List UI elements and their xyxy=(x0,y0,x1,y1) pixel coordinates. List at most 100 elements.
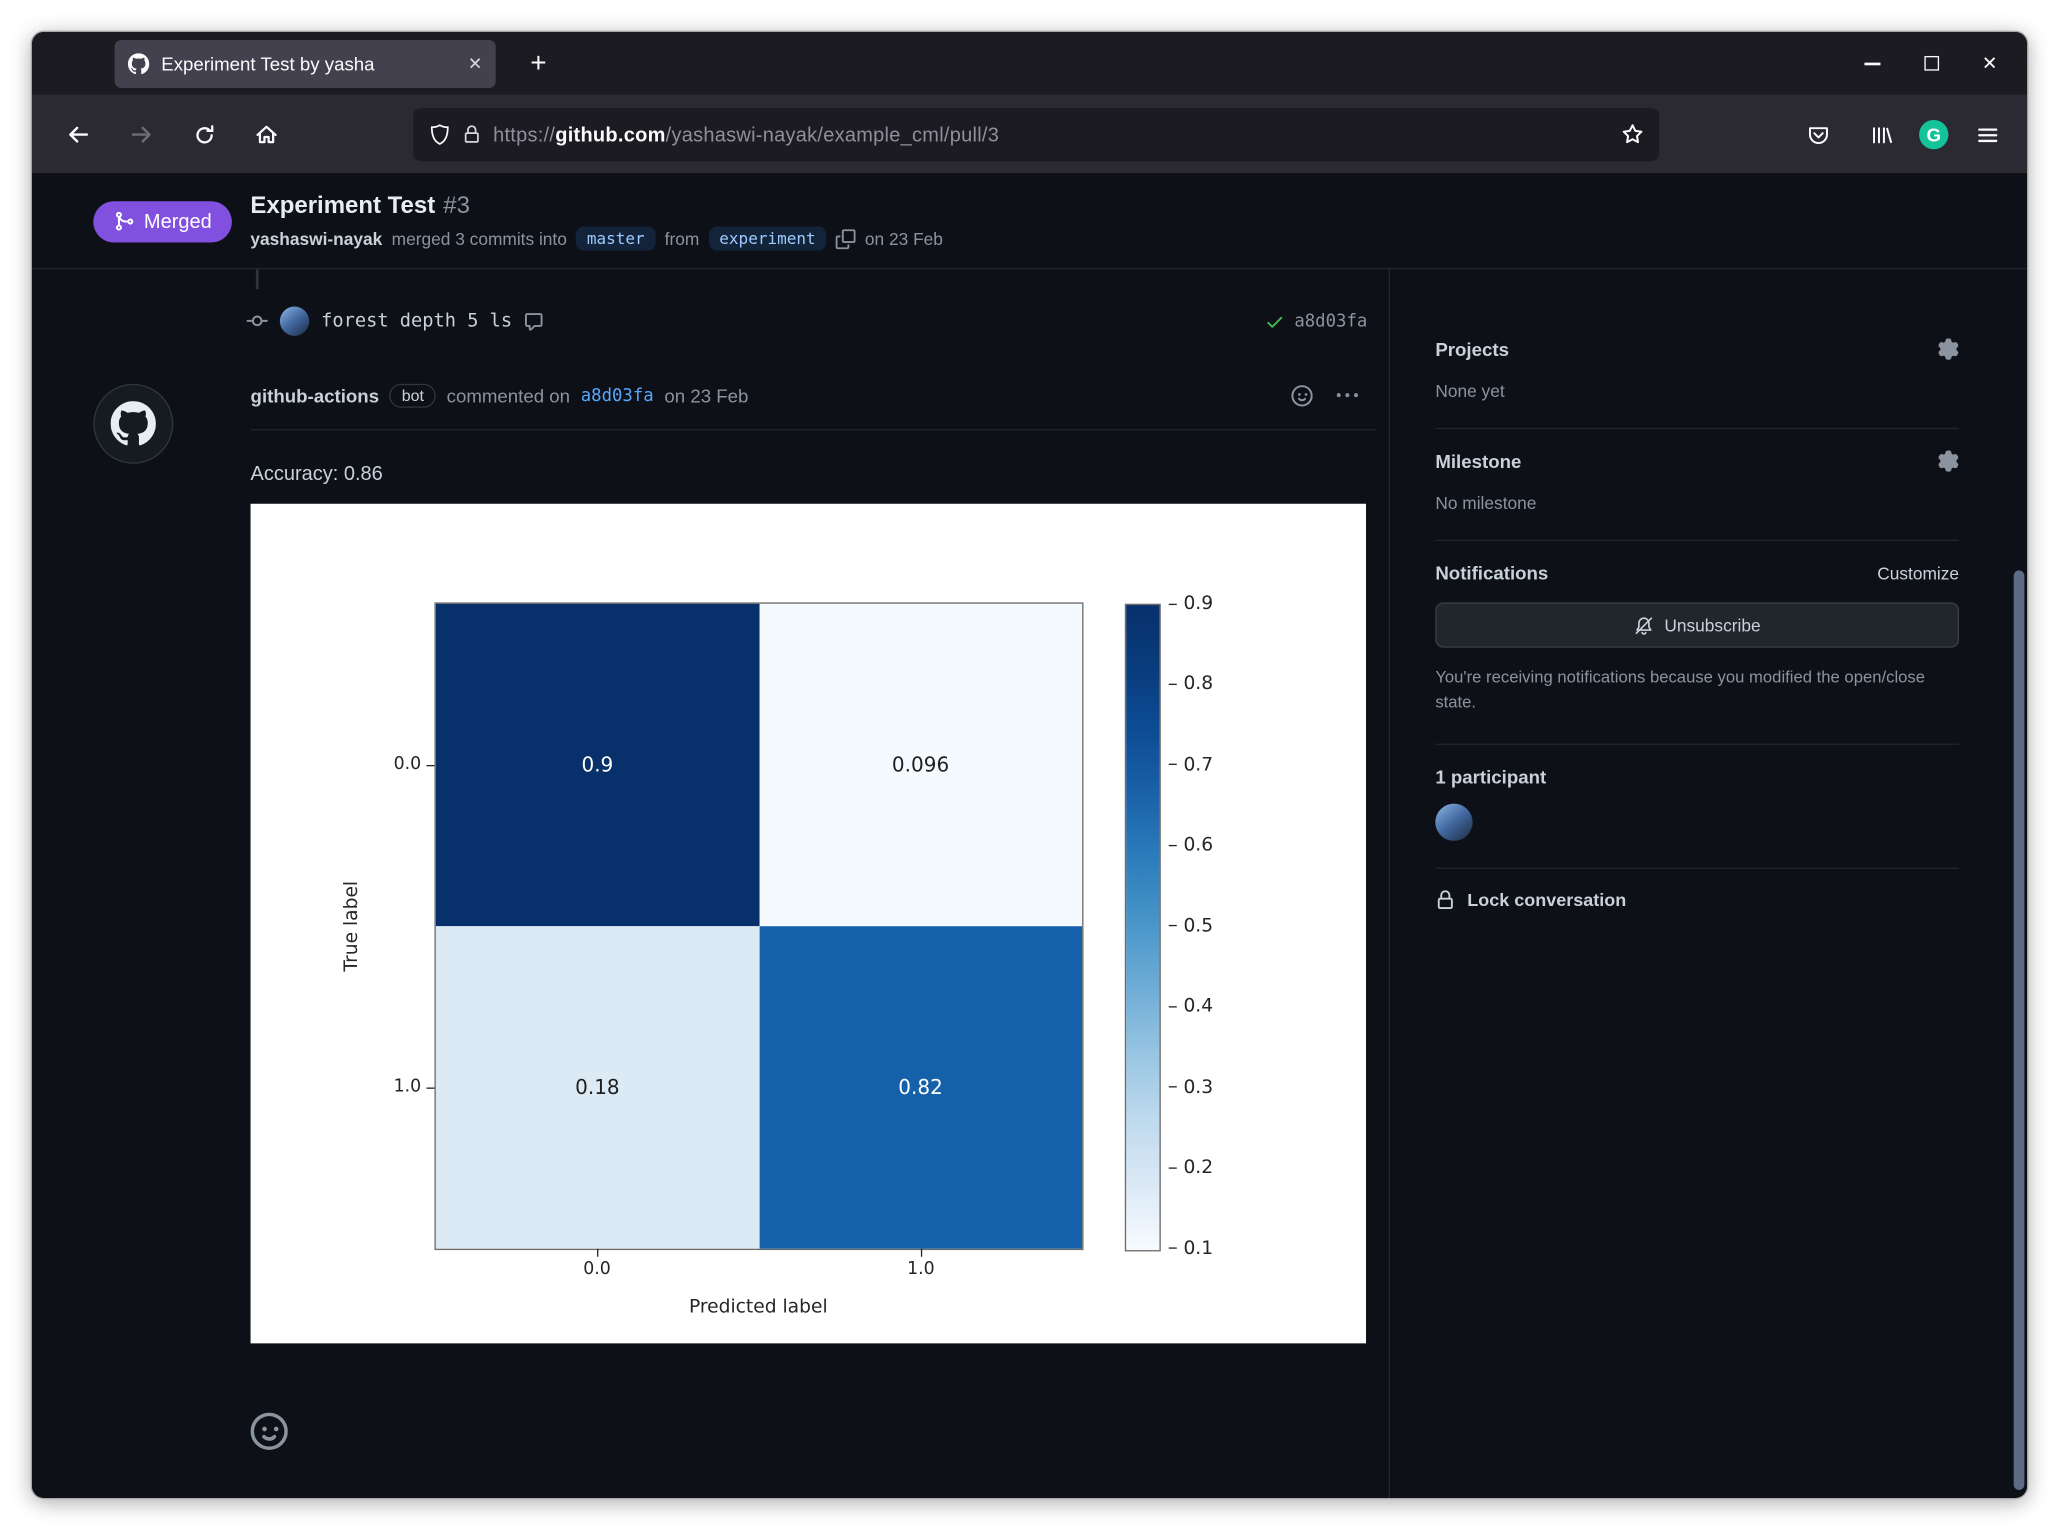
home-button[interactable] xyxy=(241,109,292,160)
tab-bar: Experiment Test by yasha ✕ + ✕ xyxy=(31,31,2028,95)
unsubscribe-label: Unsubscribe xyxy=(1664,615,1761,636)
pr-header: Merged Experiment Test #3 yashaswi-nayak … xyxy=(31,175,2028,270)
pocket-icon xyxy=(1808,126,1828,144)
milestone-value: No milestone xyxy=(1435,493,1537,514)
minimize-button[interactable] xyxy=(1843,41,1902,86)
participant-avatar[interactable] xyxy=(1435,803,1473,841)
participants-section: 1 participant xyxy=(1435,765,1960,869)
notifications-section: Notifications Customize Unsubscribe You'… xyxy=(1435,562,1960,745)
lock-icon xyxy=(1437,889,1453,909)
new-tab-button[interactable]: + xyxy=(530,47,547,79)
window-close-button[interactable]: ✕ xyxy=(1981,51,1998,74)
page-title: Experiment Test xyxy=(250,191,436,219)
colorbar-tick-label: 0.9 xyxy=(1169,593,1213,614)
commit-row: forest depth 5 ls a8d03fa xyxy=(246,306,1368,336)
back-button[interactable] xyxy=(53,109,104,160)
milestone-gear-button[interactable] xyxy=(1938,450,1959,472)
tab-title: Experiment Test by yasha xyxy=(161,53,375,75)
bot-badge: bot xyxy=(389,383,436,408)
lock-icon[interactable] xyxy=(462,125,481,144)
bookmark-star-icon[interactable] xyxy=(1622,124,1643,145)
participants-title: 1 participant xyxy=(1435,765,1547,788)
colorbar-tick-label: 0.8 xyxy=(1169,674,1213,695)
reaction-smiley-icon[interactable] xyxy=(1291,385,1313,407)
browser-window: Experiment Test by yasha ✕ + ✕ xyxy=(31,31,2028,1498)
matrix-cell: 0.9 xyxy=(435,603,759,927)
customize-link[interactable]: Customize xyxy=(1877,563,1960,584)
comment-sha-link[interactable]: a8d03fa xyxy=(580,385,654,406)
merge-text: merged 3 commits into xyxy=(391,228,567,249)
library-button[interactable] xyxy=(1856,109,1904,160)
colorbar xyxy=(1124,603,1161,1252)
new-comment-smiley-button[interactable] xyxy=(250,1412,288,1450)
pr-author-link[interactable]: yashaswi-nayak xyxy=(250,228,383,249)
bot-avatar[interactable] xyxy=(93,383,174,464)
shield-icon[interactable] xyxy=(429,124,450,145)
matrix-cell: 0.82 xyxy=(758,926,1083,1249)
lock-conversation-button[interactable]: Lock conversation xyxy=(1435,889,1959,910)
url-scheme: https:// xyxy=(493,123,556,146)
copy-branch-button[interactable] xyxy=(835,228,856,249)
status-label: Merged xyxy=(143,209,212,233)
pr-subtitle: yashaswi-nayak merged 3 commits into mas… xyxy=(250,226,943,251)
pocket-button[interactable] xyxy=(1794,109,1842,160)
y-tick-label: 1.0 xyxy=(393,1076,422,1097)
pr-main: forest depth 5 ls a8d03fa xyxy=(32,269,2027,1498)
forward-button[interactable] xyxy=(116,109,167,160)
accuracy-text: Accuracy: 0.86 xyxy=(250,462,383,486)
url-text[interactable]: https://github.com/yashaswi-nayak/exampl… xyxy=(493,123,1610,146)
comment-icon[interactable] xyxy=(524,311,544,331)
url-bar[interactable]: https://github.com/yashaswi-nayak/exampl… xyxy=(413,107,1660,162)
kebab-menu-icon[interactable] xyxy=(1336,385,1359,406)
y-tickmark xyxy=(426,1087,435,1089)
comment-date: on 23 Feb xyxy=(664,385,749,407)
y-tickmark xyxy=(426,764,435,767)
projects-gear-button[interactable] xyxy=(1938,338,1959,360)
comment-author-link[interactable]: github-actions xyxy=(250,385,380,407)
pr-number: #3 xyxy=(443,191,470,219)
smiley-icon xyxy=(250,1412,288,1450)
minimize-icon xyxy=(1864,61,1881,65)
maximize-button[interactable] xyxy=(1902,41,1961,86)
notifications-note: You're receiving notifications because y… xyxy=(1435,667,1926,713)
base-branch-label[interactable]: master xyxy=(576,226,656,251)
menu-icon xyxy=(1977,127,1997,142)
unsubscribe-button[interactable]: Unsubscribe xyxy=(1435,602,1960,648)
comment-action-text: commented on xyxy=(446,385,571,407)
window-controls: ✕ xyxy=(1843,35,2019,92)
x-tickmark xyxy=(920,1248,923,1257)
reload-button[interactable] xyxy=(179,109,230,160)
git-commit-icon xyxy=(246,315,268,327)
menu-button[interactable] xyxy=(1963,109,2011,160)
comment-header: github-actions bot commented on a8d03fa … xyxy=(250,383,1377,431)
url-domain: github.com xyxy=(555,123,666,146)
commit-status: a8d03fa xyxy=(1265,311,1367,331)
colorbar-tick-label: 0.2 xyxy=(1169,1157,1213,1178)
from-text: from xyxy=(664,228,700,249)
plot-y-axis-label: True label xyxy=(341,880,363,972)
merge-date: on 23 Feb xyxy=(864,228,943,249)
browser-tab[interactable]: Experiment Test by yasha ✕ xyxy=(114,39,496,88)
lock-label: Lock conversation xyxy=(1467,889,1627,910)
colorbar-tick-label: 0.6 xyxy=(1169,835,1213,856)
colorbar-ticks: 0.9 0.8 0.7 0.6 0.5 0.4 0.3 0.2 0.1 xyxy=(1169,593,1249,1259)
head-branch-label[interactable]: experiment xyxy=(708,226,827,251)
confusion-matrix-grid: 0.9 0.096 0.18 0.82 xyxy=(434,602,1084,1251)
bell-slash-icon xyxy=(1635,616,1653,634)
confusion-matrix-plot: 0.9 0.096 0.18 0.82 True label 0.0 1.0 0.0 … xyxy=(250,503,1367,1344)
pr-sidebar: Projects None yet Milestone xyxy=(1435,269,1960,1498)
milestone-section: Milestone No milestone xyxy=(1435,450,1960,542)
github-mark-icon xyxy=(110,401,156,446)
tab-close-icon[interactable]: ✕ xyxy=(467,53,483,74)
commit-author-avatar[interactable] xyxy=(279,306,310,336)
lock-section: Lock conversation xyxy=(1435,889,1959,937)
matrix-cell: 0.096 xyxy=(758,603,1083,927)
commit-sha-link[interactable]: a8d03fa xyxy=(1294,311,1368,332)
notifications-title: Notifications xyxy=(1435,562,1549,584)
grammarly-extension-icon[interactable]: G xyxy=(1919,119,1949,150)
commit-message-link[interactable]: forest depth 5 ls xyxy=(321,310,513,332)
scrollbar-thumb[interactable] xyxy=(2013,570,2025,1490)
github-favicon-icon xyxy=(127,53,150,75)
milestone-title: Milestone xyxy=(1435,450,1522,472)
status-badge: Merged xyxy=(93,200,232,242)
